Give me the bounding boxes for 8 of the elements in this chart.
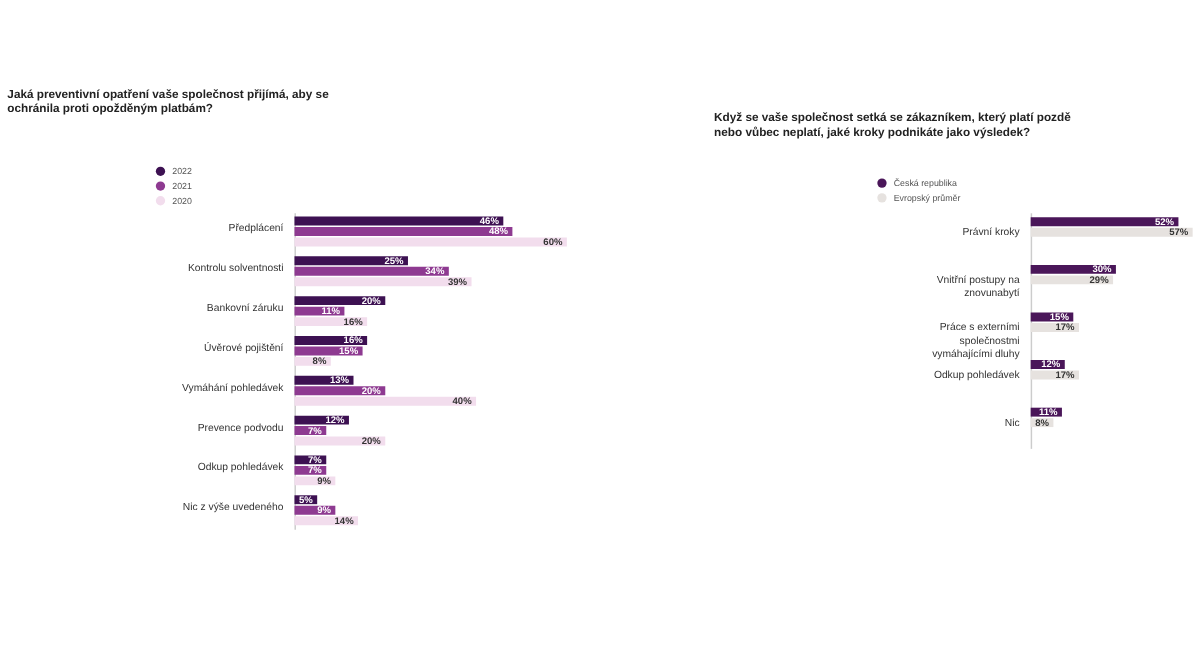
bar [1030, 217, 1179, 227]
bar [294, 277, 472, 287]
bar [294, 256, 408, 266]
bar [294, 227, 513, 236]
bar [294, 396, 477, 406]
bar [294, 237, 567, 247]
bar [1030, 227, 1193, 237]
bar [294, 266, 449, 276]
